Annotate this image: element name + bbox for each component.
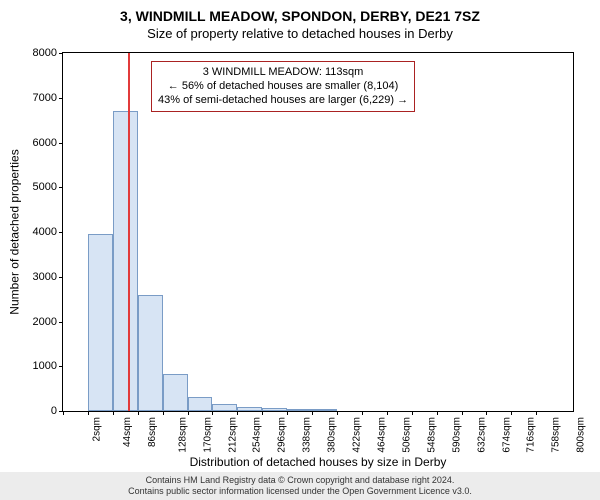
x-tick-label: 506sqm [401,417,412,453]
y-tick-label: 6000 [33,137,63,149]
x-tick-label: 254sqm [252,417,263,453]
x-tick-label: 212sqm [227,417,238,453]
footer: Contains HM Land Registry data © Crown c… [0,472,600,500]
histogram-bar [163,374,188,411]
x-tick-label: 380sqm [327,417,338,453]
x-tick-mark [486,411,487,415]
x-tick-mark [138,411,139,415]
y-tick-label: 3000 [33,271,63,283]
x-tick-mark [437,411,438,415]
x-axis-label: Distribution of detached houses by size … [62,455,574,469]
y-tick-label: 5000 [33,181,63,193]
y-tick-label: 0 [51,405,63,417]
x-tick-mark [287,411,288,415]
x-tick-label: 758sqm [551,417,562,453]
x-tick-mark [387,411,388,415]
x-tick-label: 128sqm [177,417,188,453]
footer-line2: Contains public sector information licen… [4,486,596,497]
title-line1: 3, WINDMILL MEADOW, SPONDON, DERBY, DE21… [0,8,600,24]
y-tick-label: 8000 [33,47,63,59]
title-block: 3, WINDMILL MEADOW, SPONDON, DERBY, DE21… [0,0,600,41]
x-tick-label: 422sqm [352,417,363,453]
x-tick-label: 296sqm [277,417,288,453]
x-tick-label: 2sqm [91,417,102,441]
x-tick-label: 800sqm [576,417,587,453]
x-tick-mark [113,411,114,415]
histogram-bar [88,234,113,411]
x-tick-label: 674sqm [501,417,512,453]
x-tick-mark [188,411,189,415]
title-line2: Size of property relative to detached ho… [0,26,600,41]
x-tick-mark [462,411,463,415]
histogram-bar [262,408,287,411]
x-tick-mark [362,411,363,415]
y-tick-label: 2000 [33,316,63,328]
histogram-bar [212,404,237,411]
x-tick-mark [88,411,89,415]
histogram-bar [113,111,138,411]
y-tick-label: 4000 [33,226,63,238]
x-tick-label: 464sqm [377,417,388,453]
x-tick-mark [511,411,512,415]
x-tick-label: 548sqm [426,417,437,453]
x-tick-mark [312,411,313,415]
y-tick-label: 7000 [33,92,63,104]
histogram-bar [188,397,213,411]
legend-line2: ← 56% of detached houses are smaller (8,… [158,80,408,94]
x-tick-mark [212,411,213,415]
x-tick-label: 632sqm [476,417,487,453]
legend-line3: 43% of semi-detached houses are larger (… [158,94,408,108]
reference-line [128,53,130,411]
histogram-bar [312,409,337,411]
histogram-bar [138,295,163,411]
x-tick-mark [262,411,263,415]
chart-plot-area: 3 WINDMILL MEADOW: 113sqm ← 56% of detac… [62,52,574,412]
x-tick-label: 170sqm [202,417,213,453]
legend-box: 3 WINDMILL MEADOW: 113sqm ← 56% of detac… [151,61,415,112]
x-tick-label: 86sqm [147,417,158,447]
x-tick-label: 338sqm [302,417,313,453]
y-axis-label-container: Number of detached properties [8,52,22,412]
x-tick-mark [337,411,338,415]
page-root: 3, WINDMILL MEADOW, SPONDON, DERBY, DE21… [0,0,600,500]
legend-line1: 3 WINDMILL MEADOW: 113sqm [158,66,408,80]
x-tick-mark [412,411,413,415]
x-tick-mark [163,411,164,415]
x-tick-mark [536,411,537,415]
histogram-bar [287,409,312,411]
y-axis-label: Number of detached properties [8,149,22,314]
x-tick-mark [237,411,238,415]
y-tick-label: 1000 [33,360,63,372]
x-tick-label: 590sqm [451,417,462,453]
histogram-bar [237,407,262,411]
x-tick-mark [63,411,64,415]
x-tick-label: 44sqm [122,417,133,447]
footer-line1: Contains HM Land Registry data © Crown c… [4,475,596,486]
x-tick-label: 716sqm [526,417,537,453]
